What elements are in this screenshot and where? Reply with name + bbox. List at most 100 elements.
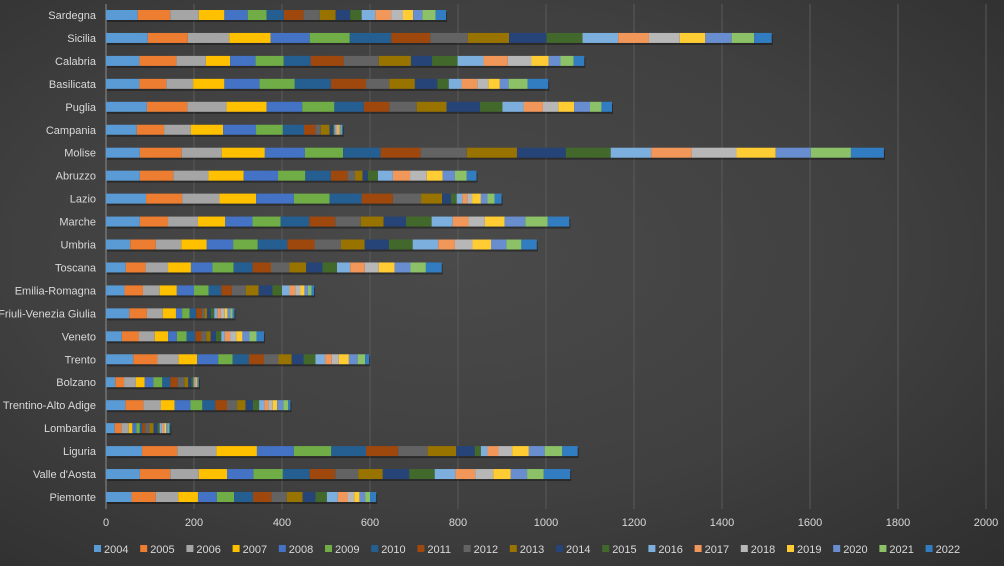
bar-segment-2014 [210,331,216,342]
bar-segment-2018 [542,101,559,112]
category-label: Campania [46,125,97,137]
bar-segment-2022 [547,216,570,227]
bar-segment-2010 [334,101,364,112]
bar-segment-2004 [106,147,140,158]
legend-label: 2007 [243,544,267,556]
bar-segment-2018 [230,331,237,342]
bar-segment-2014 [382,469,410,480]
legend-label: 2021 [889,544,913,556]
bar-segment-2004 [106,124,137,135]
bar-basilicata [106,78,550,91]
bar-segment-2011 [363,101,390,112]
legend-item-2005: 2005 [140,544,175,556]
bar-segment-2006 [155,239,182,250]
category-label: Trento [65,354,96,366]
bar-segment-2013 [237,400,246,411]
bar-segment-2011 [330,78,367,89]
legend-swatch [833,545,841,552]
bar-segment-2020 [504,216,526,227]
bar-segment-2022 [370,492,377,502]
bar-segment-2014 [245,400,253,411]
bar-segment-2013 [378,55,411,66]
bar-segment-2004 [106,469,140,480]
bar-segment-2014 [207,308,211,319]
bar-segment-2006 [181,147,222,158]
category-label: Emilia-Romagna [15,285,97,297]
x-tick-label: 2000 [974,517,998,529]
bar-segment-2011 [366,446,399,457]
bar-segment-2019 [196,377,198,388]
category-label: Calabria [55,56,97,68]
bar-segment-2018 [454,239,473,250]
category-label: Trentino-Alto Adige [3,400,96,412]
bar-segment-2016 [315,354,326,365]
x-tick-labels: 0 200 400 600 800 1000 1200 1400 1600 1800 2000 [103,517,998,529]
bar-segment-2010 [257,239,288,250]
bar-segment-2004 [106,262,126,273]
category-label: Sardegna [48,10,97,22]
bar-segment-2019 [224,308,228,319]
bar-segment-2010 [162,377,171,388]
bar-segment-2009 [278,170,306,181]
bar-segment-2005 [125,262,146,273]
category-label: Marche [59,217,96,229]
bar-segment-2012 [420,147,467,158]
legend-item-2021: 2021 [879,544,914,556]
legend-swatch [232,545,240,552]
bar-segment-2018 [648,32,680,43]
legend-label: 2005 [150,544,174,556]
bar-segment-2007 [226,101,267,112]
bar-segment-2010 [234,492,253,502]
bar-segment-2017 [438,239,455,250]
bar-segment-2017 [264,400,269,411]
bar-segment-2005 [129,308,147,319]
bar-segment-2022 [754,32,772,43]
bar-segment-2006 [164,124,191,135]
bar-segment-2014 [306,262,323,273]
bar-segment-2017 [618,32,649,43]
bar-segment-2005 [115,377,125,388]
bar-segment-2016 [334,124,336,135]
bar-segment-2014 [362,170,368,181]
legend-label: 2018 [751,544,775,556]
bar-segment-2005 [139,147,182,158]
bar-segment-2008 [224,78,260,89]
bar-segment-2020 [227,308,231,319]
bar-segment-2013 [319,10,336,20]
bar-segment-2012 [389,101,417,112]
bar-segment-2013 [204,308,208,319]
bar-segment-2022 [527,78,549,89]
legend-label: 2011 [427,544,451,556]
bar-segment-2015 [409,469,435,480]
bar-segment-2011 [252,262,271,273]
x-tick-label: 1400 [710,517,734,529]
bar-segment-2021 [731,32,755,43]
bar-segment-2013 [360,216,384,227]
bar-segment-2014 [414,78,438,89]
legend-swatch [879,545,887,552]
bar-segment-2011 [310,55,344,66]
bar-segment-2021 [560,55,574,66]
bar-segment-2014 [446,101,480,112]
bar-segment-2015 [406,216,432,227]
bar-segment-2009 [218,354,233,365]
bar-segment-2019 [378,262,395,273]
legend-label: 2016 [658,544,682,556]
x-tick-label: 0 [103,517,109,529]
bar-segment-2004 [106,216,140,227]
bar-segment-2015 [303,354,316,365]
bar-segment-2005 [133,354,158,365]
bar-segment-2020 [548,55,561,66]
category-label: Bolzano [56,377,96,389]
bar-segment-2010 [282,124,304,135]
bar-segment-2006 [170,469,199,480]
bar-segment-2008 [168,331,177,342]
bar-segment-2015 [432,55,458,66]
bar-segment-2016 [412,239,439,250]
bar-segment-2017 [462,193,468,204]
bar-segment-2005 [139,216,169,227]
bar-segment-2020 [394,262,411,273]
bar-segment-2021 [365,492,370,502]
bar-segment-2020 [574,101,590,112]
bar-segment-2016 [610,147,652,158]
